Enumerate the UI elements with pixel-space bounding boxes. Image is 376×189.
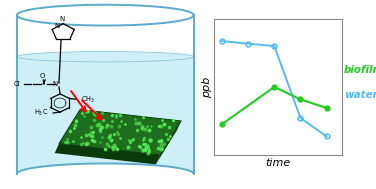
Text: N: N	[55, 22, 60, 29]
Text: N: N	[59, 16, 65, 22]
X-axis label: time: time	[265, 158, 291, 168]
Text: Cl: Cl	[13, 81, 20, 87]
Text: O: O	[40, 73, 45, 79]
Text: H$_3$C: H$_3$C	[34, 108, 49, 118]
Text: N: N	[52, 81, 57, 87]
Polygon shape	[55, 144, 160, 164]
Polygon shape	[17, 52, 194, 174]
Text: CH$_3$: CH$_3$	[81, 94, 95, 105]
Text: biofilm: biofilm	[344, 65, 376, 75]
Y-axis label: ppb: ppb	[202, 76, 212, 98]
Polygon shape	[156, 121, 181, 164]
Text: water: water	[344, 90, 376, 99]
Polygon shape	[59, 110, 181, 155]
